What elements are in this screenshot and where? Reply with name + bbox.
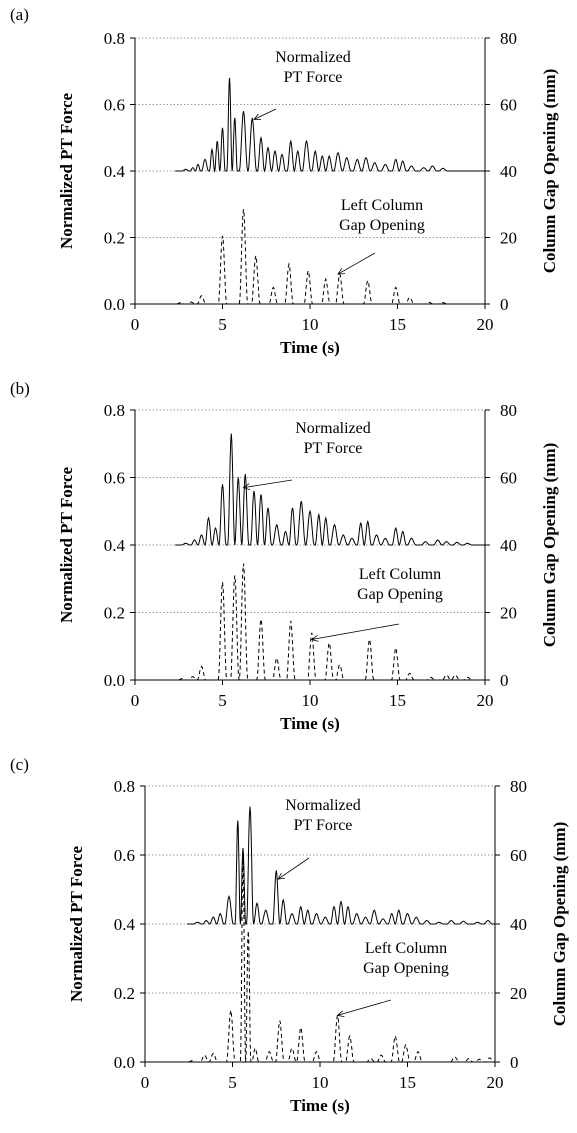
annotation-line: PT Force	[304, 440, 363, 457]
annotation-line: Left Column	[341, 197, 423, 214]
annotation-label: Left Column Gap Opening	[357, 566, 443, 603]
annotation-leader	[243, 479, 293, 489]
y-axis-label-right: Column Gap Opening (mm)	[540, 443, 559, 648]
x-tick-label: 15	[399, 1073, 416, 1092]
x-tick-label: 10	[302, 691, 319, 710]
x-tick-label: 15	[389, 691, 406, 710]
annotation-arrowhead	[253, 113, 261, 120]
annotation-label: Normalized PT Force	[285, 797, 361, 834]
y-tick-label-left: 0.4	[114, 915, 136, 934]
annotation-leader	[337, 999, 392, 1016]
y-tick-label-right: 80	[500, 401, 517, 420]
y-tick-label-left: 0.0	[104, 671, 125, 690]
y-tick-label-left: 0.8	[104, 401, 125, 420]
y-tick-label-right: 80	[500, 29, 517, 48]
y-tick-label-right: 0	[510, 1053, 519, 1072]
y-tick-label-left: 0.6	[104, 469, 125, 488]
y-tick-label-right: 80	[510, 777, 527, 796]
y-tick-label-right: 20	[500, 229, 517, 248]
y-tick-label-left: 0.8	[114, 777, 135, 796]
annotation-line: Gap Opening	[339, 217, 425, 234]
y-tick-label-left: 0.2	[104, 229, 125, 248]
y-tick-label-right: 40	[500, 162, 517, 181]
panel-label: (a)	[10, 5, 29, 24]
y-tick-label-right: 0	[500, 295, 509, 314]
annotation-arrowhead	[310, 635, 319, 642]
y-tick-label-left: 0.0	[104, 295, 125, 314]
y-tick-label-left: 0.2	[104, 604, 125, 623]
annotation-line: Gap Opening	[363, 960, 449, 977]
y-axis-label-left: Normalized PT Force	[57, 466, 76, 623]
annotation-line: PT Force	[284, 69, 343, 86]
panel-label: (c)	[10, 755, 29, 774]
y-tick-label-left: 0.8	[104, 29, 125, 48]
y-axis-label-left: Normalized PT Force	[57, 92, 76, 249]
x-tick-label: 15	[389, 315, 406, 334]
chart-panel: (c) 0.0 0.2 0.4 0.6 0.8 0 20 40 60 80 0 5 10 15 20 Time …	[10, 755, 569, 1115]
annotation-leader	[253, 108, 277, 120]
y-tick-label-right: 60	[510, 846, 527, 865]
x-tick-label: 5	[218, 315, 227, 334]
annotation-leader	[311, 623, 400, 640]
y-tick-label-right: 40	[500, 536, 517, 555]
annotation-line: Normalized	[295, 420, 371, 437]
x-tick-label: 20	[477, 315, 494, 334]
y-tick-label-right: 0	[500, 671, 509, 690]
annotation-label: Normalized PT Force	[275, 49, 351, 86]
x-tick-label: 0	[131, 315, 140, 334]
y-tick-label-left: 0.0	[114, 1053, 135, 1072]
x-tick-label: 5	[228, 1073, 237, 1092]
x-tick-label: 20	[477, 691, 494, 710]
chart-panel: (b) 0.0 0.2 0.4 0.6 0.8 0 20 40 60 80 0 5 10 15 20 Time …	[10, 379, 559, 733]
y-tick-label-left: 0.6	[104, 96, 125, 115]
x-tick-label: 0	[141, 1073, 150, 1092]
annotation-label: Left Column Gap Opening	[363, 940, 449, 977]
annotation-line: Left Column	[359, 566, 441, 583]
x-axis-label: Time (s)	[290, 1096, 350, 1115]
y-tick-label-left: 0.4	[104, 536, 126, 555]
series-line-pt-force	[187, 806, 495, 926]
series-line-gap-opening	[181, 858, 495, 1063]
annotation-line: Gap Opening	[357, 586, 443, 603]
series-line-pt-force	[175, 433, 485, 547]
y-axis-label-left: Normalized PT Force	[67, 845, 86, 1002]
annotation-label: Normalized PT Force	[295, 420, 371, 457]
x-axis-label: Time (s)	[280, 714, 340, 733]
annotation-leader	[337, 252, 376, 275]
annotation-arrowhead	[277, 872, 285, 880]
y-tick-label-right: 60	[500, 469, 517, 488]
x-axis-label: Time (s)	[280, 338, 340, 357]
x-tick-label: 10	[302, 315, 319, 334]
x-tick-label: 0	[131, 691, 140, 710]
annotation-leader	[277, 857, 310, 880]
x-tick-label: 20	[487, 1073, 504, 1092]
y-tick-label-right: 40	[510, 915, 527, 934]
y-axis-label-right: Column Gap Opening (mm)	[550, 822, 569, 1027]
annotation-line: Normalized	[275, 49, 351, 66]
annotation-line: PT Force	[294, 817, 353, 834]
annotation-line: Normalized	[285, 797, 361, 814]
annotation-label: Left Column Gap Opening	[339, 197, 425, 234]
y-tick-label-left: 0.2	[114, 984, 135, 1003]
series-line-gap-opening	[171, 563, 485, 681]
y-tick-label-right: 60	[500, 96, 517, 115]
x-tick-label: 10	[312, 1073, 329, 1092]
x-tick-label: 5	[218, 691, 227, 710]
annotation-arrowhead	[337, 268, 346, 275]
chart-panel: (a) 0.0 0.2 0.4 0.6 0.8 0 20 40 60 80 0 5 10 15 20 Time …	[10, 5, 559, 357]
series-line-gap-opening	[170, 209, 485, 305]
panel-label: (b)	[10, 379, 30, 398]
series-line-pt-force	[175, 77, 485, 173]
annotation-arrowhead	[336, 1010, 345, 1017]
y-tick-label-right: 20	[510, 984, 527, 1003]
y-tick-label-right: 20	[500, 604, 517, 623]
y-tick-label-left: 0.6	[114, 846, 135, 865]
annotation-arrowhead	[242, 483, 251, 491]
annotation-line: Left Column	[365, 940, 447, 957]
y-tick-label-left: 0.4	[104, 162, 126, 181]
y-axis-label-right: Column Gap Opening (mm)	[540, 69, 559, 274]
